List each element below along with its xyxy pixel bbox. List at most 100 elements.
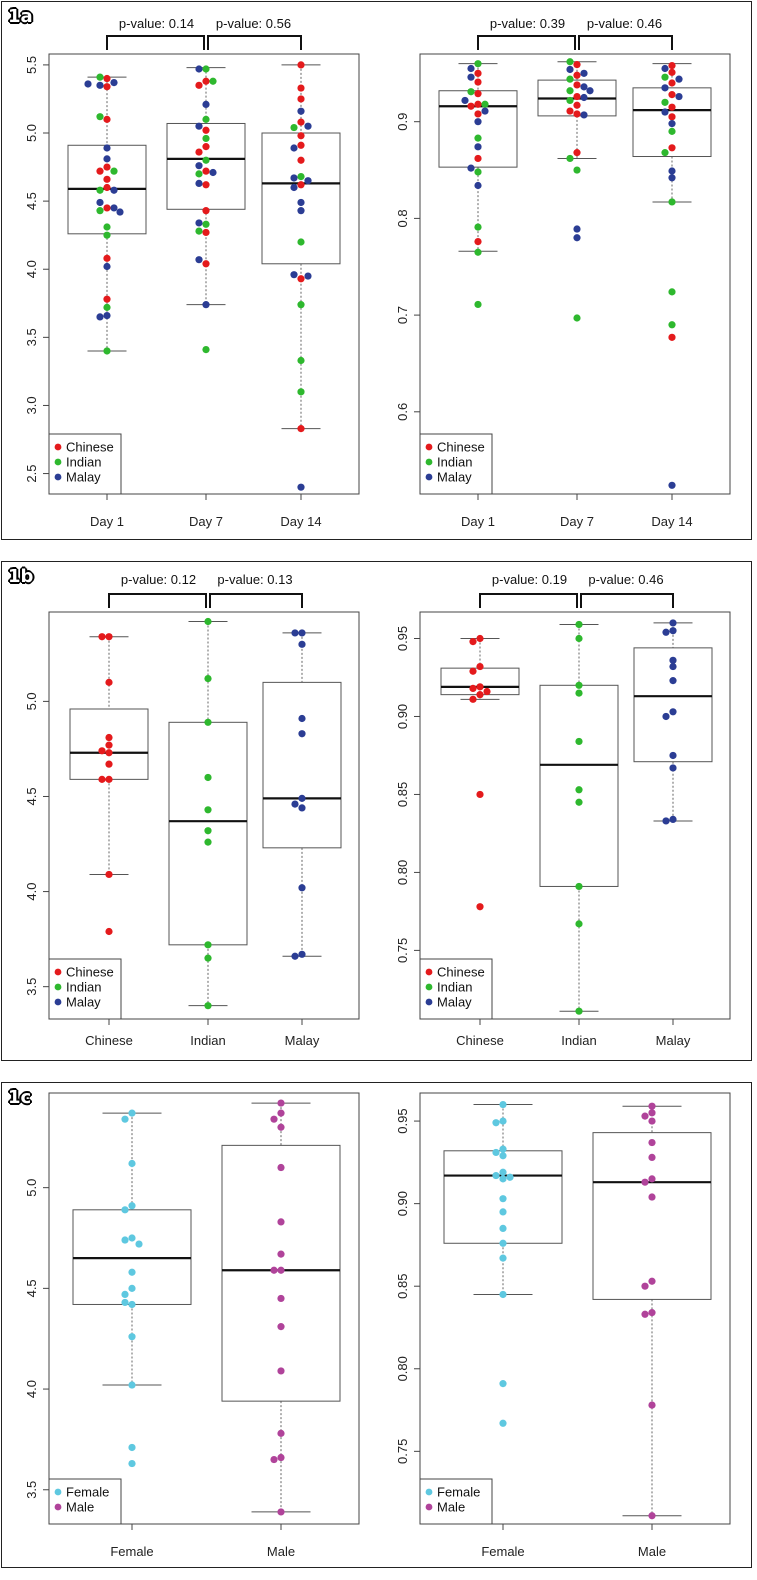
legend-swatch-indian (425, 458, 433, 466)
point-female (499, 1195, 507, 1203)
point-male (277, 1508, 285, 1516)
point-malay (291, 800, 299, 808)
point-male (277, 1266, 285, 1274)
point-indian (110, 167, 118, 175)
point-chinese (202, 228, 210, 237)
point-female (128, 1459, 136, 1468)
p-value-label: p-value: 0.13 (217, 572, 292, 587)
point-chinese (573, 92, 581, 101)
point-indian (566, 154, 574, 163)
point-male (648, 1153, 656, 1162)
point-female (492, 1119, 500, 1127)
point-chinese (476, 662, 484, 671)
point-chinese (98, 633, 106, 641)
point-malay (195, 65, 203, 73)
point-male (648, 1512, 656, 1520)
legend-box (48, 958, 122, 1020)
legend-label-malay: Malay (437, 470, 472, 485)
point-indian (209, 77, 217, 85)
x-tick-label-male: Male (638, 1544, 666, 1559)
point-chinese (476, 790, 484, 799)
point-chinese (573, 61, 581, 69)
point-indian (573, 314, 581, 322)
y-tick-label: 3.5 (24, 978, 39, 996)
point-malay (103, 262, 111, 271)
point-female (121, 1115, 129, 1123)
point-chinese (573, 110, 581, 118)
point-malay (668, 167, 676, 175)
legend-box (48, 433, 122, 495)
y-tick-label: 4.5 (24, 1279, 39, 1297)
point-malay (297, 483, 305, 491)
point-chinese (297, 425, 305, 433)
point-chinese (202, 126, 210, 134)
p-value-label: p-value: 0.46 (588, 572, 663, 587)
point-indian (474, 300, 482, 309)
point-chinese (202, 181, 210, 189)
point-male (648, 1175, 656, 1183)
bracket-line (578, 35, 673, 50)
legend-label-indian: Indian (66, 980, 101, 995)
point-chinese (202, 167, 210, 175)
point-indian (575, 737, 583, 746)
point-indian (566, 75, 574, 83)
point-malay (195, 179, 203, 188)
legend-label-indian: Indian (437, 980, 472, 995)
y-tick-label: 0.80 (395, 860, 410, 885)
y-tick-label: 0.85 (395, 1274, 410, 1299)
point-chinese (469, 667, 477, 675)
legend-label-malay: Malay (437, 995, 472, 1010)
point-male (648, 1138, 656, 1147)
y-tick-label: 4.5 (24, 787, 39, 805)
legend-label-male: Male (437, 1500, 465, 1515)
x-tick-label-day-1: Day 1 (461, 514, 495, 529)
point-chinese (474, 110, 482, 118)
point-chinese (202, 207, 210, 215)
legend-label-chinese: Chinese (66, 965, 114, 980)
point-chinese (105, 760, 113, 768)
point-malay (297, 107, 305, 115)
point-malay (669, 662, 677, 671)
comparison-bracket: p-value: 0.46 (578, 16, 673, 50)
point-male (277, 1367, 285, 1375)
point-malay (298, 629, 306, 637)
point-female (135, 1240, 143, 1248)
legend-label-indian: Indian (437, 455, 472, 470)
point-malay (668, 174, 676, 182)
point-female (128, 1159, 136, 1168)
point-chinese (668, 333, 676, 341)
point-chinese (573, 101, 581, 109)
point-indian (204, 773, 212, 782)
point-chinese (103, 163, 111, 171)
point-male (648, 1309, 656, 1317)
point-malay (669, 815, 677, 823)
y-tick-label: 5.0 (24, 1179, 39, 1197)
point-female (128, 1443, 136, 1452)
point-female (499, 1152, 507, 1160)
y-tick-label: 0.6 (395, 403, 410, 421)
legend-label-malay: Malay (66, 470, 101, 485)
y-tick-label: 0.95 (395, 1108, 410, 1133)
y-tick-label: 0.90 (395, 1191, 410, 1216)
point-male (277, 1099, 285, 1107)
point-indian (96, 186, 104, 194)
point-indian (668, 288, 676, 296)
bracket-line (209, 593, 303, 608)
point-female (499, 1419, 507, 1427)
point-indian (575, 786, 583, 794)
point-male (277, 1163, 285, 1172)
y-tick-label: 5.0 (24, 692, 39, 710)
x-tick-label-female: Female (110, 1544, 153, 1559)
point-chinese (103, 254, 111, 262)
box-iqr (221, 1144, 341, 1402)
point-indian (96, 207, 104, 215)
point-chinese (96, 167, 104, 175)
bracket-line (479, 593, 578, 608)
point-indian (103, 347, 111, 355)
point-indian (661, 98, 669, 106)
